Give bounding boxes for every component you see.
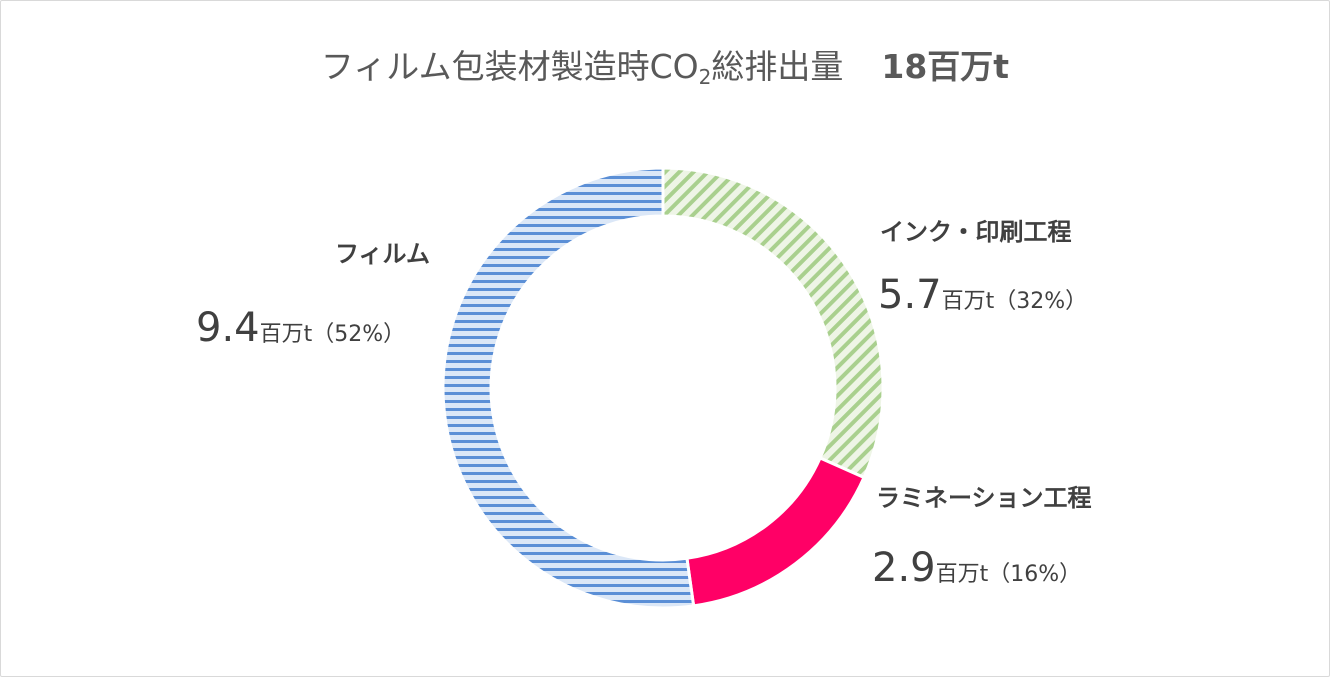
value-ink-printing: 5.7 — [878, 272, 942, 318]
label-name-ink-printing: インク・印刷工程 — [880, 218, 1072, 246]
title-subscript: 2 — [698, 65, 712, 89]
slice-lamination — [685, 455, 866, 608]
value-film: 9.4 — [196, 305, 260, 351]
value-lamination: 2.9 — [872, 545, 936, 591]
percent-film: （52%） — [312, 322, 406, 347]
unit-film: 百万t — [259, 322, 313, 347]
slice-ink-printing — [661, 166, 885, 480]
label-value-ink-printing: 5.7百万t（32%） — [878, 272, 1087, 318]
title-suffix: 総排出量 — [711, 47, 844, 86]
unit-ink-printing: 百万t — [941, 289, 995, 314]
title-total: 18百万t — [881, 47, 1010, 86]
label-name-film: フィルム — [335, 240, 431, 268]
chart-title: フィルム包装材製造時CO2総排出量 18百万t — [0, 40, 1330, 89]
label-name-lamination: ラミネーション工程 — [876, 484, 1092, 512]
percent-ink-printing: （32%） — [994, 289, 1088, 314]
percent-lamination: （16%） — [988, 562, 1082, 587]
label-value-film: 9.4百万t（52%） — [196, 305, 405, 351]
slice-film — [441, 166, 696, 610]
title-prefix: フィルム包装材製造時CO — [320, 47, 699, 86]
label-value-lamination: 2.9百万t（16%） — [872, 545, 1081, 591]
unit-lamination: 百万t — [935, 562, 989, 587]
